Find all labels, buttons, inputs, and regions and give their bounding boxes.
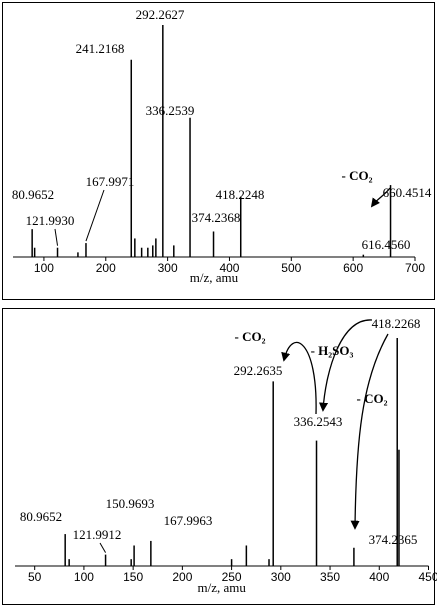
peak-label: 121.9912 xyxy=(73,527,122,542)
x-tick-label: 300 xyxy=(271,570,291,584)
peak-label: 292.2635 xyxy=(234,363,283,378)
peak-label: 167.9971 xyxy=(86,174,135,189)
x-tick-label: 400 xyxy=(219,261,239,275)
x-tick-label: 100 xyxy=(34,261,54,275)
x-tick-label: 300 xyxy=(158,261,178,275)
peak-label: 292.2627 xyxy=(136,7,185,22)
peak-label: 336.2543 xyxy=(294,414,343,429)
arrow xyxy=(370,187,391,208)
annotation: - H₂SO₃ xyxy=(311,343,354,358)
peak-label: 616.4560 xyxy=(362,237,411,252)
x-tick-label: 250 xyxy=(222,570,242,584)
x-tick-label: 150 xyxy=(123,570,143,584)
panel-frame xyxy=(2,308,435,605)
x-tick-label: 450 xyxy=(418,570,437,584)
arrow xyxy=(318,319,373,412)
x-tick-label: 50 xyxy=(28,570,42,584)
x-tick-label: 700 xyxy=(405,261,425,275)
x-axis-label: m/z, amu xyxy=(198,580,247,595)
annotation: - CO₂ xyxy=(342,168,373,183)
x-tick-label: 350 xyxy=(320,570,340,584)
peak-label: 418.2248 xyxy=(216,187,265,202)
leader-line xyxy=(85,189,105,242)
peak-label: 121.9930 xyxy=(26,213,75,228)
peak-label: 167.9963 xyxy=(164,513,213,528)
peak-label: 374.2365 xyxy=(369,532,418,547)
peak-label: 336.2539 xyxy=(146,103,195,118)
peak-label: 80.9652 xyxy=(20,509,62,524)
x-axis-label: m/z, amu xyxy=(190,270,239,285)
peak-label: 80.9652 xyxy=(12,187,54,202)
leader-line xyxy=(54,228,59,246)
x-tick-label: 400 xyxy=(369,570,389,584)
x-tick-label: 100 xyxy=(74,570,94,584)
x-tick-label: 200 xyxy=(96,261,116,275)
peak-label: 660.4514 xyxy=(383,185,432,200)
x-tick-label: 600 xyxy=(343,261,363,275)
arrow xyxy=(350,333,389,530)
peak-label: 418.2268 xyxy=(372,316,421,331)
x-tick-label: 200 xyxy=(172,570,192,584)
annotation: - CO₂ xyxy=(357,391,388,406)
x-tick-label: 500 xyxy=(281,261,301,275)
peak-label: 150.9693 xyxy=(106,496,155,511)
annotation: - CO₂ xyxy=(235,329,266,344)
arrow xyxy=(281,341,317,415)
panel-frame xyxy=(2,2,435,300)
peak-label: 241.2168 xyxy=(76,41,125,56)
leader-line xyxy=(99,542,107,553)
peak-label: 374.2368 xyxy=(192,210,241,225)
